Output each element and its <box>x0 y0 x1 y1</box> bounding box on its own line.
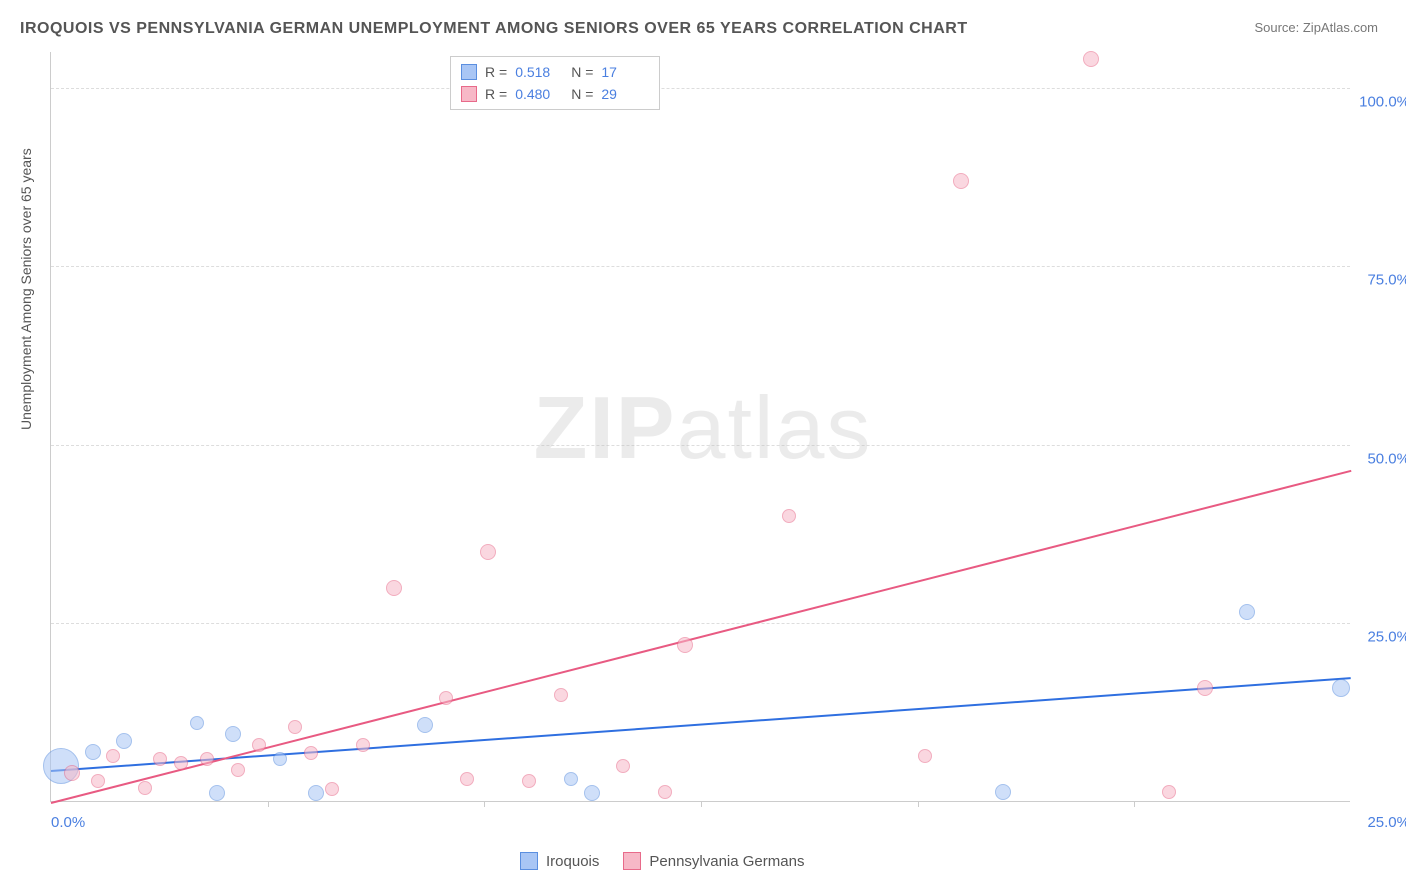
legend-swatch <box>623 852 641 870</box>
legend-r-label: R = <box>485 64 507 80</box>
legend-n-value: 17 <box>601 64 649 80</box>
trendline <box>51 677 1351 772</box>
gridline-h <box>51 623 1350 624</box>
x-tick-label: 0.0% <box>51 814 85 831</box>
scatter-point <box>554 688 568 702</box>
x-minor-tick <box>268 801 269 807</box>
chart-title: IROQUOIS VS PENNSYLVANIA GERMAN UNEMPLOY… <box>20 20 968 38</box>
scatter-point <box>106 749 120 763</box>
scatter-point <box>584 785 600 801</box>
legend-label: Pennsylvania Germans <box>649 853 804 870</box>
scatter-point <box>918 749 932 763</box>
scatter-point <box>308 785 324 801</box>
scatter-point <box>209 785 225 801</box>
series-legend: Iroquois Pennsylvania Germans <box>520 852 804 870</box>
x-minor-tick <box>1134 801 1135 807</box>
scatter-point <box>953 173 969 189</box>
trendline <box>51 470 1351 804</box>
legend-swatch <box>461 64 477 80</box>
scatter-point <box>1083 51 1099 67</box>
scatter-point <box>91 774 105 788</box>
scatter-point <box>174 756 188 770</box>
scatter-point <box>190 716 204 730</box>
legend-item: Pennsylvania Germans <box>623 852 804 870</box>
legend-swatch <box>461 86 477 102</box>
correlation-legend: R = 0.518 N = 17 R = 0.480 N = 29 <box>450 56 660 110</box>
legend-r-value: 0.480 <box>515 86 563 102</box>
scatter-point <box>64 765 80 781</box>
x-minor-tick <box>701 801 702 807</box>
legend-swatch <box>520 852 538 870</box>
scatter-point <box>677 637 693 653</box>
scatter-point <box>138 781 152 795</box>
scatter-point <box>153 752 167 766</box>
x-tick-label: 25.0% <box>1367 814 1406 831</box>
gridline-h <box>51 88 1350 89</box>
scatter-point <box>480 544 496 560</box>
y-tick-label: 100.0% <box>1359 93 1406 110</box>
legend-n-label: N = <box>571 64 593 80</box>
gridline-h <box>51 445 1350 446</box>
scatter-point <box>1197 680 1213 696</box>
scatter-point <box>116 733 132 749</box>
scatter-point <box>658 785 672 799</box>
y-tick-label: 50.0% <box>1367 450 1406 467</box>
legend-stat-row: R = 0.480 N = 29 <box>461 83 649 105</box>
legend-label: Iroquois <box>546 853 599 870</box>
legend-stat-row: R = 0.518 N = 17 <box>461 61 649 83</box>
scatter-point <box>1332 679 1350 697</box>
x-minor-tick <box>918 801 919 807</box>
scatter-point <box>273 752 287 766</box>
legend-r-label: R = <box>485 86 507 102</box>
gridline-h <box>51 266 1350 267</box>
scatter-point <box>325 782 339 796</box>
scatter-point <box>782 509 796 523</box>
scatter-point <box>417 717 433 733</box>
scatter-point <box>1239 604 1255 620</box>
scatter-point <box>439 691 453 705</box>
scatter-point <box>85 744 101 760</box>
scatter-point <box>386 580 402 596</box>
legend-n-value: 29 <box>601 86 649 102</box>
scatter-point <box>460 772 474 786</box>
source-label: Source: ZipAtlas.com <box>1254 20 1378 35</box>
plot-area: 25.0%50.0%75.0%100.0%0.0%25.0% <box>50 52 1350 802</box>
legend-item: Iroquois <box>520 852 599 870</box>
scatter-point <box>522 774 536 788</box>
legend-r-value: 0.518 <box>515 64 563 80</box>
scatter-point <box>225 726 241 742</box>
scatter-point <box>564 772 578 786</box>
scatter-point <box>304 746 318 760</box>
scatter-point <box>288 720 302 734</box>
x-minor-tick <box>484 801 485 807</box>
y-tick-label: 25.0% <box>1367 629 1406 646</box>
scatter-point <box>252 738 266 752</box>
scatter-point <box>1162 785 1176 799</box>
scatter-point <box>995 784 1011 800</box>
scatter-point <box>616 759 630 773</box>
scatter-point <box>200 752 214 766</box>
y-tick-label: 75.0% <box>1367 272 1406 289</box>
scatter-point <box>356 738 370 752</box>
y-axis-label: Unemployment Among Seniors over 65 years <box>18 148 34 430</box>
scatter-point <box>231 763 245 777</box>
legend-n-label: N = <box>571 86 593 102</box>
